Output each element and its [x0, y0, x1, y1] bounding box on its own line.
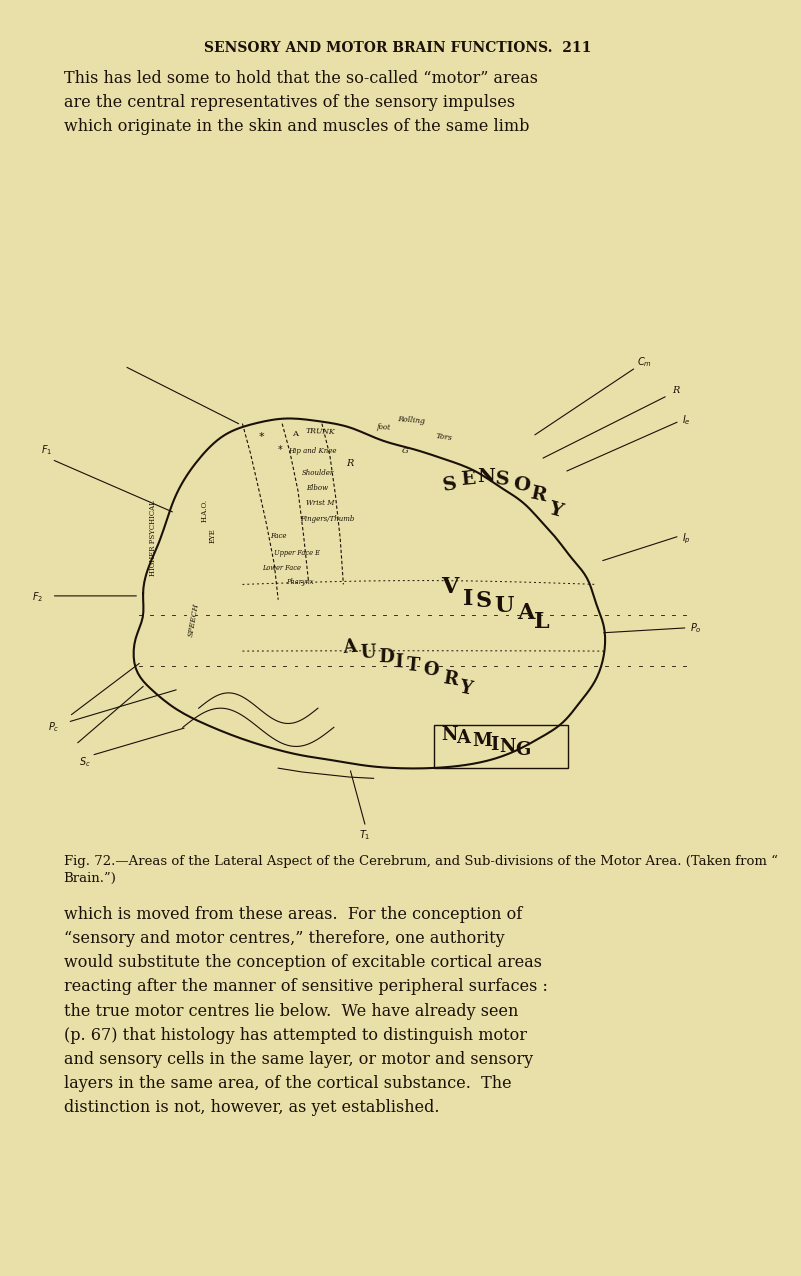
Text: S: S [494, 470, 510, 489]
Text: S: S [441, 475, 458, 495]
Text: Pharynx: Pharynx [286, 578, 314, 587]
Text: M: M [472, 732, 492, 750]
Text: Face: Face [270, 532, 287, 541]
Text: R: R [672, 387, 679, 396]
Text: I: I [394, 653, 404, 671]
Text: Shoulder: Shoulder [302, 468, 334, 477]
Text: U: U [494, 596, 513, 618]
Text: R: R [346, 459, 353, 468]
Text: Fingers/Thumb: Fingers/Thumb [300, 514, 355, 523]
Text: HIGHER PSYCHICAL: HIGHER PSYCHICAL [150, 500, 158, 577]
Text: $T_1$: $T_1$ [360, 828, 371, 842]
Text: V: V [441, 577, 458, 598]
Text: A: A [342, 638, 357, 657]
Text: Rolling: Rolling [397, 415, 425, 426]
Text: S: S [475, 591, 492, 612]
Text: R: R [441, 669, 459, 689]
Text: Y: Y [458, 678, 474, 698]
Text: A: A [457, 729, 470, 746]
Text: Fig. 72.—Areas of the Lateral Aspect of the Cerebrum, and Sub-divisions of the M: Fig. 72.—Areas of the Lateral Aspect of … [63, 855, 778, 886]
Text: $S_c$: $S_c$ [79, 755, 91, 769]
Text: G: G [515, 741, 530, 759]
Text: SPEECH: SPEECH [187, 602, 200, 638]
Text: This has led some to hold that the so-called “motor” areas
are the central repre: This has led some to hold that the so-ca… [63, 70, 537, 135]
Text: $F_1$: $F_1$ [42, 443, 53, 457]
Text: *: * [259, 433, 264, 443]
Text: EYE: EYE [209, 528, 217, 544]
Text: D: D [377, 648, 394, 666]
Text: Wrist M: Wrist M [306, 499, 334, 508]
Text: E: E [460, 470, 476, 489]
Text: Hip and Knee: Hip and Knee [288, 447, 336, 456]
Text: A: A [517, 602, 534, 624]
Text: Y: Y [546, 500, 565, 521]
Text: N: N [477, 468, 495, 486]
Text: O: O [511, 475, 530, 495]
Text: G: G [401, 447, 409, 456]
Text: SENSORY AND MOTOR BRAIN FUNCTIONS.  211: SENSORY AND MOTOR BRAIN FUNCTIONS. 211 [203, 41, 591, 55]
Text: Tors: Tors [436, 433, 453, 443]
Text: which is moved from these areas.  For the conception of
“sensory and motor centr: which is moved from these areas. For the… [63, 906, 547, 1116]
Text: I: I [489, 736, 498, 754]
Text: I: I [463, 588, 473, 610]
Text: $C_m$: $C_m$ [638, 355, 652, 369]
Text: TRUNK: TRUNK [306, 426, 336, 436]
Text: N: N [441, 726, 457, 744]
Text: $P_o$: $P_o$ [690, 621, 702, 635]
Text: Lower Face: Lower Face [262, 564, 301, 573]
Text: U: U [360, 644, 376, 662]
Text: *: * [278, 445, 283, 456]
Text: R: R [529, 485, 548, 505]
Text: L: L [534, 611, 549, 633]
Text: $I_p$: $I_p$ [682, 531, 690, 546]
Text: $I_e$: $I_e$ [682, 413, 690, 427]
Text: H.A.O.: H.A.O. [200, 499, 208, 522]
Text: Upper Face E: Upper Face E [274, 549, 320, 558]
Text: N: N [499, 738, 516, 755]
Text: Elbow: Elbow [306, 484, 328, 493]
Text: T: T [405, 656, 421, 675]
Text: foot: foot [376, 424, 391, 433]
Text: O: O [421, 661, 439, 680]
Text: $F_2$: $F_2$ [32, 590, 43, 604]
Text: A: A [292, 430, 299, 439]
Text: $P_c$: $P_c$ [48, 720, 59, 734]
